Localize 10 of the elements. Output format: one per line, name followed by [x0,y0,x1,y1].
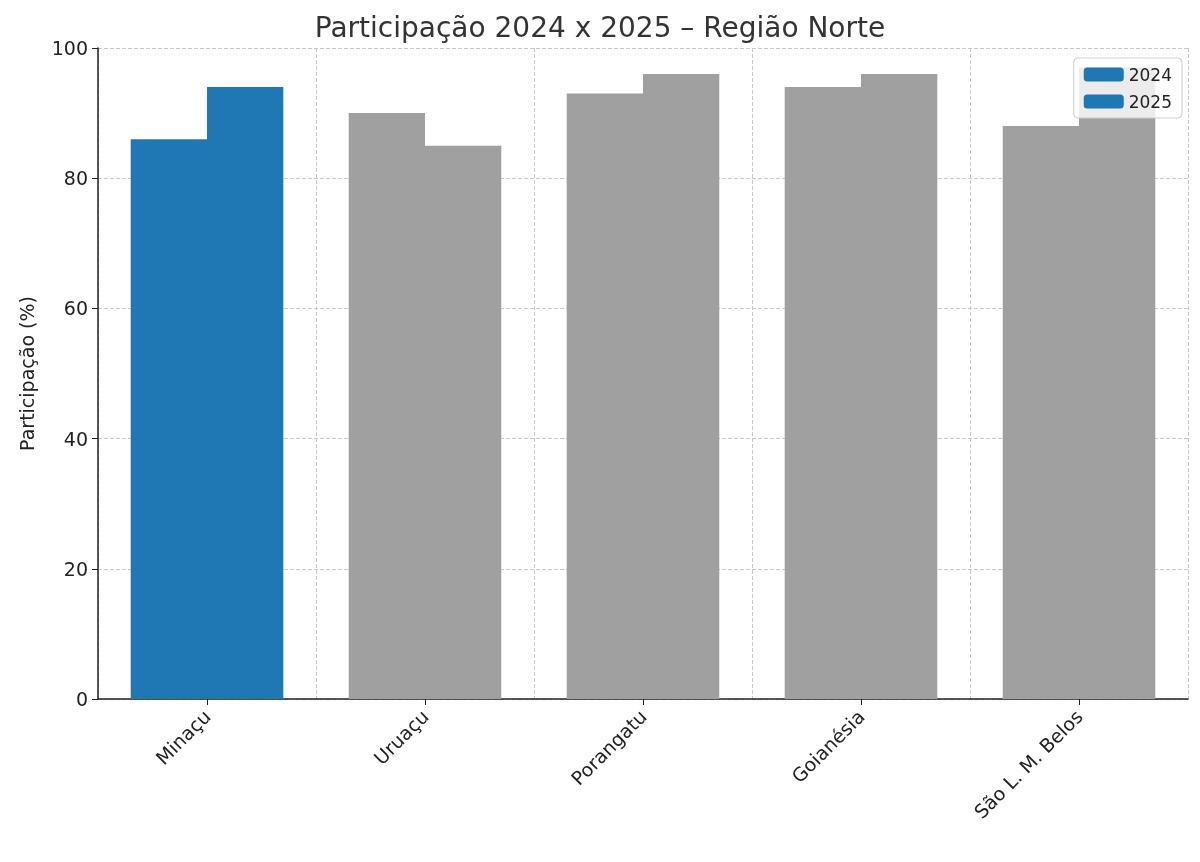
legend-label: 2024 [1128,64,1172,85]
y-tick-label: 40 [63,427,88,450]
y-tick-label: 20 [63,557,88,580]
chart-title: Participação 2024 x 2025 – Região Norte [314,10,886,44]
y-tick-label: 80 [63,167,88,190]
legend-label: 2025 [1128,91,1172,112]
y-tick-label: 0 [75,688,88,710]
y-axis-title: Participação (%) [15,296,38,451]
y-tick-label: 100 [51,37,88,59]
y-tick-label: 60 [63,297,88,320]
